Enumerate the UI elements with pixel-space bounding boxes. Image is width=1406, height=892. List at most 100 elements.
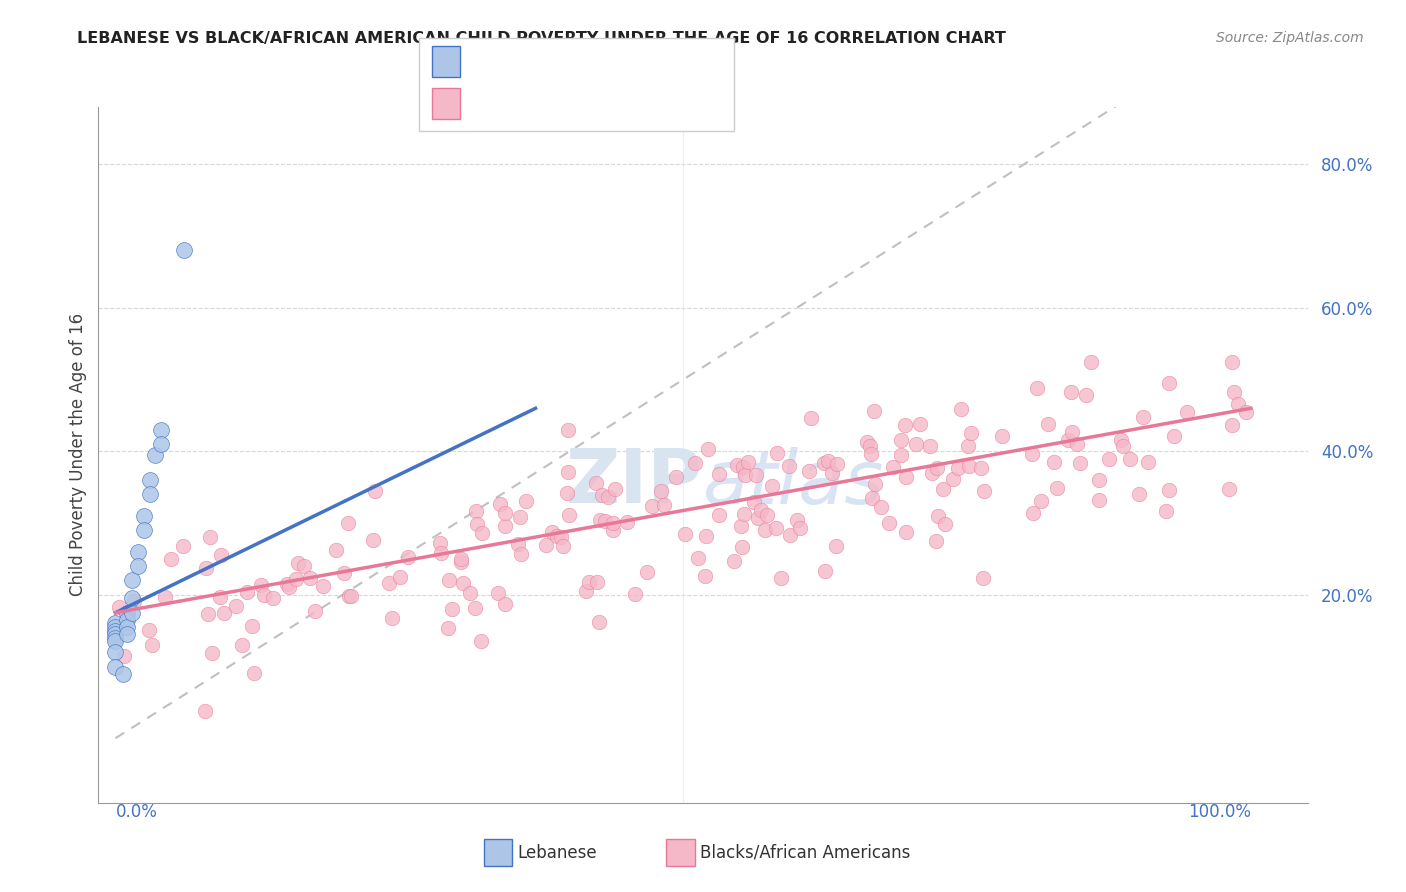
Point — [298, 571, 321, 585]
Text: LEBANESE VS BLACK/AFRICAN AMERICAN CHILD POVERTY UNDER THE AGE OF 16 CORRELATION: LEBANESE VS BLACK/AFRICAN AMERICAN CHILD… — [77, 31, 1007, 46]
Point — [904, 437, 927, 451]
Point — [1137, 455, 1160, 469]
Point — [149, 423, 172, 437]
Point — [737, 455, 759, 469]
Point — [194, 704, 217, 718]
Point — [441, 602, 464, 616]
Point — [588, 615, 610, 629]
Point — [1109, 434, 1132, 448]
Point — [104, 627, 127, 641]
Point — [471, 525, 494, 540]
Point — [506, 537, 529, 551]
Point — [437, 573, 460, 587]
Point — [340, 589, 363, 603]
Point — [201, 646, 224, 660]
Point — [1029, 494, 1052, 508]
Point — [1080, 355, 1102, 369]
Point — [942, 472, 965, 486]
Point — [1128, 487, 1150, 501]
Point — [115, 627, 138, 641]
Point — [813, 456, 835, 470]
Point — [1042, 455, 1064, 469]
Point — [723, 553, 745, 567]
Text: 26: 26 — [579, 53, 610, 70]
Point — [132, 508, 155, 523]
Point — [172, 539, 194, 553]
Point — [494, 597, 516, 611]
Point — [1112, 440, 1135, 454]
Point — [709, 467, 731, 481]
Y-axis label: Child Poverty Under the Age of 16: Child Poverty Under the Age of 16 — [69, 313, 87, 597]
Point — [1177, 404, 1199, 418]
Point — [1220, 417, 1243, 432]
Point — [235, 585, 257, 599]
Point — [665, 469, 688, 483]
Point — [381, 611, 404, 625]
Point — [1046, 482, 1069, 496]
Point — [920, 439, 942, 453]
Point — [769, 571, 792, 585]
Point — [1069, 456, 1091, 470]
Point — [121, 606, 143, 620]
Point — [122, 594, 145, 608]
Point — [112, 666, 135, 681]
Point — [121, 574, 143, 588]
Point — [865, 477, 887, 491]
Point — [104, 624, 127, 638]
Point — [960, 426, 983, 441]
Point — [696, 442, 718, 456]
Point — [115, 620, 138, 634]
Point — [173, 244, 195, 258]
Point — [450, 551, 472, 566]
Point — [436, 621, 458, 635]
Text: 0.471: 0.471 — [501, 53, 557, 70]
Point — [489, 497, 512, 511]
Point — [786, 513, 808, 527]
Text: 100.0%: 100.0% — [1188, 803, 1251, 821]
Point — [1218, 482, 1240, 496]
Point — [882, 460, 904, 475]
Point — [1154, 504, 1177, 518]
Point — [578, 575, 600, 590]
Point — [870, 500, 893, 514]
Point — [817, 454, 839, 468]
Point — [591, 488, 613, 502]
Point — [388, 570, 411, 584]
Point — [1226, 396, 1249, 410]
Text: ZIP: ZIP — [565, 446, 703, 519]
Point — [673, 526, 696, 541]
Point — [683, 456, 706, 470]
Point — [605, 482, 627, 496]
Text: N =: N = — [548, 95, 588, 112]
Point — [695, 529, 717, 543]
Point — [588, 512, 610, 526]
Point — [754, 523, 776, 537]
Point — [361, 533, 384, 548]
Point — [292, 558, 315, 573]
Point — [742, 494, 765, 508]
Point — [877, 516, 900, 531]
Point — [453, 575, 475, 590]
Point — [932, 482, 955, 496]
Point — [557, 465, 579, 479]
Point — [616, 515, 638, 529]
Point — [121, 591, 143, 606]
Point — [1088, 493, 1111, 508]
Point — [104, 659, 127, 673]
Point — [860, 491, 883, 505]
Point — [956, 439, 979, 453]
Point — [1087, 473, 1109, 487]
Point — [934, 516, 956, 531]
Point — [586, 574, 609, 589]
Point — [747, 511, 769, 525]
Text: atlas: atlas — [703, 447, 884, 519]
Point — [278, 580, 301, 594]
Point — [1074, 388, 1097, 402]
Point — [115, 606, 138, 620]
Point — [541, 524, 564, 539]
Point — [731, 541, 754, 555]
Point — [973, 484, 995, 499]
Point — [509, 509, 531, 524]
Point — [284, 572, 307, 586]
Point — [550, 530, 572, 544]
